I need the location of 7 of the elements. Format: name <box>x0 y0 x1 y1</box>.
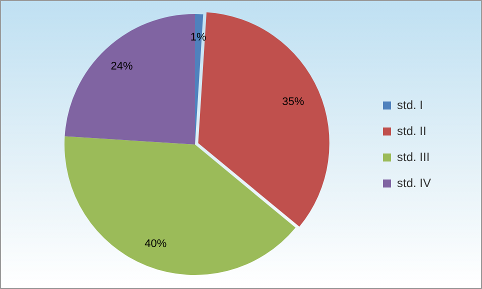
legend-label: std. IV <box>396 176 431 190</box>
legend-label: std. I <box>396 98 423 112</box>
data-label: 35% <box>282 96 304 108</box>
legend-label: std. III <box>396 150 430 164</box>
data-label: 40% <box>144 238 167 250</box>
data-label: 24% <box>110 60 133 73</box>
legend-label: std. II <box>396 124 426 138</box>
